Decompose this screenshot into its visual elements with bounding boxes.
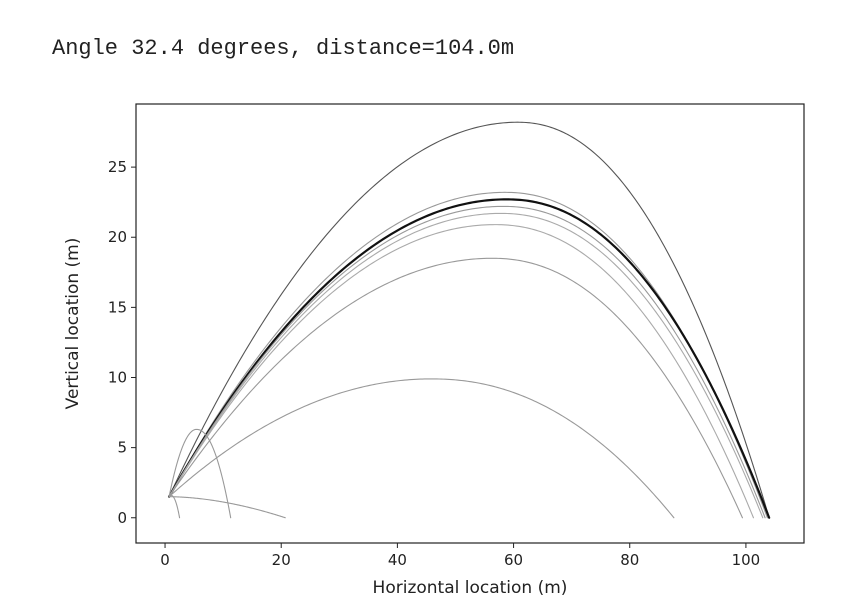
y-tick-label: 15: [108, 298, 127, 316]
y-tick-label: 5: [117, 439, 127, 457]
trajectory-curves: [168, 121, 771, 519]
x-tick-label: 100: [732, 551, 761, 569]
trajectory-line: [168, 212, 764, 519]
x-axis-label: Horizontal location (m): [373, 578, 568, 598]
trajectory-line: [168, 257, 743, 519]
x-tick-label: 80: [620, 551, 639, 569]
x-tick-label: 60: [504, 551, 523, 569]
trajectory-line: [168, 494, 181, 519]
plot-frame: [135, 103, 805, 544]
x-axis-ticks: 0 20 40 60 80 100: [160, 543, 760, 569]
trajectory-line: [168, 428, 232, 519]
x-tick-label: 0: [160, 551, 170, 569]
y-tick-label: 25: [108, 158, 127, 176]
x-tick-label: 20: [272, 551, 291, 569]
x-tick-label: 40: [388, 551, 407, 569]
trajectory-line: [168, 224, 755, 519]
y-axis-label: Vertical location (m): [63, 238, 83, 410]
trajectory-line: [168, 121, 770, 519]
trajectory-best-line: [168, 198, 771, 519]
trajectory-line: [168, 205, 766, 519]
trajectory-line: [168, 378, 675, 519]
y-tick-label: 0: [117, 509, 127, 527]
y-tick-label: 20: [108, 228, 127, 246]
y-tick-label: 10: [108, 368, 127, 386]
trajectory-line: [168, 496, 286, 519]
trajectory-line: [168, 191, 768, 519]
cell-output-text: Angle 32.4 degrees, distance=104.0m: [52, 36, 515, 61]
y-axis-ticks: 0 5 10 15 20 25: [108, 158, 136, 527]
